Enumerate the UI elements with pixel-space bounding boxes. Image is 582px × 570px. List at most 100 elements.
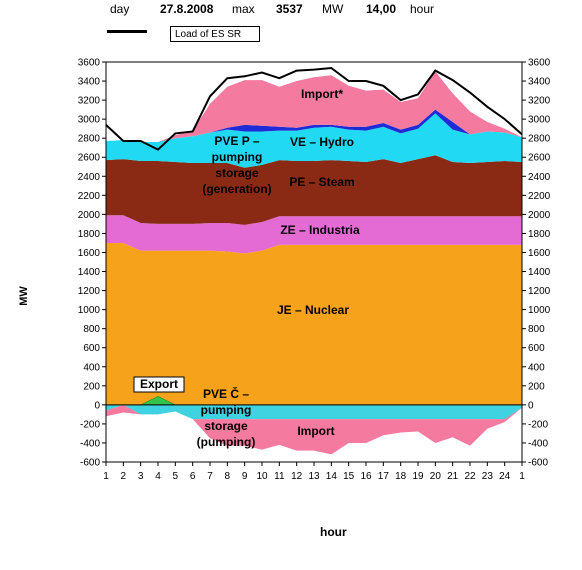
x-tick-label-1: 2 [121, 471, 127, 482]
x-tick-label-16: 17 [378, 471, 390, 482]
x-tick-label-4: 5 [173, 471, 179, 482]
y-tick-label-left-14: 2200 [78, 191, 101, 202]
positive-series-area-1 [106, 215, 522, 254]
legend-load-line [107, 30, 147, 33]
x-tick-label-20: 21 [447, 471, 459, 482]
y-tick-label-left-16: 2600 [78, 153, 101, 164]
x-tick-label-22: 23 [482, 471, 494, 482]
y-tick-label-right-18: 3000 [528, 115, 551, 126]
y-tick-label-left-12: 1800 [78, 229, 101, 240]
x-tick-label-14: 15 [343, 471, 355, 482]
x-tick-label-3: 4 [155, 471, 161, 482]
x-tick-label-7: 8 [225, 471, 231, 482]
y-tick-label-right-12: 1800 [528, 229, 551, 240]
y-tick-label-left-3: 0 [94, 400, 100, 411]
positive-series-area-2 [106, 155, 522, 225]
label-pve-p-2: storage [215, 166, 259, 180]
x-axis-title: hour [320, 525, 347, 539]
y-tick-label-left-2: -200 [80, 419, 100, 430]
max-label: max [232, 2, 255, 16]
y-tick-label-right-21: 3600 [528, 58, 551, 69]
x-tick-label-6: 7 [207, 471, 213, 482]
y-tick-label-left-6: 600 [83, 343, 100, 354]
y-tick-label-left-19: 3200 [78, 96, 101, 107]
y-tick-label-right-10: 1400 [528, 267, 551, 278]
max-value: 3537 [276, 2, 303, 16]
plot-frame [105, 61, 523, 463]
time-unit-label: hour [410, 2, 435, 16]
y-tick-label-right-17: 2800 [528, 134, 551, 145]
y-tick-label-right-5: 400 [528, 362, 545, 373]
x-tick-label-19: 20 [430, 471, 442, 482]
y-tick-label-right-20: 3400 [528, 77, 551, 88]
y-tick-label-left-15: 2400 [78, 172, 101, 183]
label-pve-c-2: storage [204, 419, 248, 433]
y-tick-label-left-0: -600 [80, 458, 100, 469]
y-tick-label-right-4: 200 [528, 381, 545, 392]
y-tick-label-left-1: -400 [80, 438, 100, 449]
y-tick-label-left-20: 3400 [78, 77, 101, 88]
x-tick-label-8: 9 [242, 471, 248, 482]
y-tick-label-right-3: 0 [528, 400, 534, 411]
x-tick-label-2: 3 [138, 471, 144, 482]
y-tick-label-right-11: 1600 [528, 248, 551, 259]
label-pve-c-3: (pumping) [197, 435, 256, 449]
x-tick-label-23: 24 [499, 471, 511, 482]
day-label: day [110, 2, 130, 16]
label-pve-p-1: pumping [212, 150, 263, 164]
x-tick-label-12: 13 [308, 471, 320, 482]
label-hydro: VE – Hydro [290, 135, 354, 149]
y-tick-label-left-18: 3000 [78, 115, 101, 126]
label-pve-p-0: PVE P – [214, 134, 259, 148]
label-pve-c-0: PVE Č – [203, 386, 249, 401]
label-steam: PE – Steam [289, 175, 354, 189]
load-line [105, 66, 523, 151]
y-tick-label-left-9: 1200 [78, 286, 101, 297]
x-tick-label-5: 6 [190, 471, 196, 482]
label-export: Export [140, 377, 178, 391]
y-tick-label-left-7: 800 [83, 324, 100, 335]
y-tick-label-right-2: -200 [528, 419, 548, 430]
y-tick-label-left-5: 400 [83, 362, 100, 373]
y-tick-label-right-14: 2200 [528, 191, 551, 202]
x-tick-label-10: 11 [274, 471, 285, 482]
y-tick-label-right-15: 2400 [528, 172, 551, 183]
y-tick-label-left-10: 1400 [78, 267, 101, 278]
x-tick-label-9: 10 [256, 471, 268, 482]
y-tick-label-right-6: 600 [528, 343, 545, 354]
y-tick-label-left-21: 3600 [78, 58, 101, 69]
x-tick-label-0: 1 [103, 471, 109, 482]
y-tick-label-left-17: 2800 [78, 134, 101, 145]
y-tick-label-right-1: -400 [528, 438, 548, 449]
x-tick-label-17: 18 [395, 471, 407, 482]
y-tick-label-right-8: 1000 [528, 305, 551, 316]
label-industria: ZE – Industria [280, 223, 360, 237]
label-import-bottom: Import [297, 424, 334, 438]
y-tick-label-right-0: -600 [528, 458, 548, 469]
x-tick-label-15: 16 [360, 471, 372, 482]
y-tick-label-left-8: 1000 [78, 305, 101, 316]
export-label-box [133, 376, 185, 393]
legend-load-label: Load of ES SR [170, 26, 260, 42]
y-tick-label-right-7: 800 [528, 324, 545, 335]
positive-series-area-0 [106, 243, 522, 405]
y-tick-label-right-9: 1200 [528, 286, 551, 297]
label-nuclear: JE – Nuclear [277, 303, 349, 317]
time-value: 14,00 [366, 2, 397, 16]
negative-series-area-0 [106, 404, 522, 420]
y-tick-label-right-19: 3200 [528, 96, 551, 107]
y-tick-label-left-11: 1600 [78, 248, 101, 259]
positive-series-area-5 [106, 71, 522, 142]
positive-series-area-4 [106, 109, 522, 142]
date-value: 27.8.2008 [160, 2, 214, 16]
y-tick-label-right-13: 2000 [528, 210, 551, 221]
label-pve-c-1: pumping [201, 403, 252, 417]
x-tick-label-24: 1 [519, 471, 525, 482]
unit-label: MW [322, 2, 344, 16]
label-import-top: Import* [301, 87, 343, 101]
positive-series-area-3 [106, 113, 522, 168]
x-tick-label-13: 14 [326, 471, 338, 482]
y-tick-label-right-16: 2600 [528, 153, 551, 164]
label-pve-p-3: (generation) [202, 182, 271, 196]
